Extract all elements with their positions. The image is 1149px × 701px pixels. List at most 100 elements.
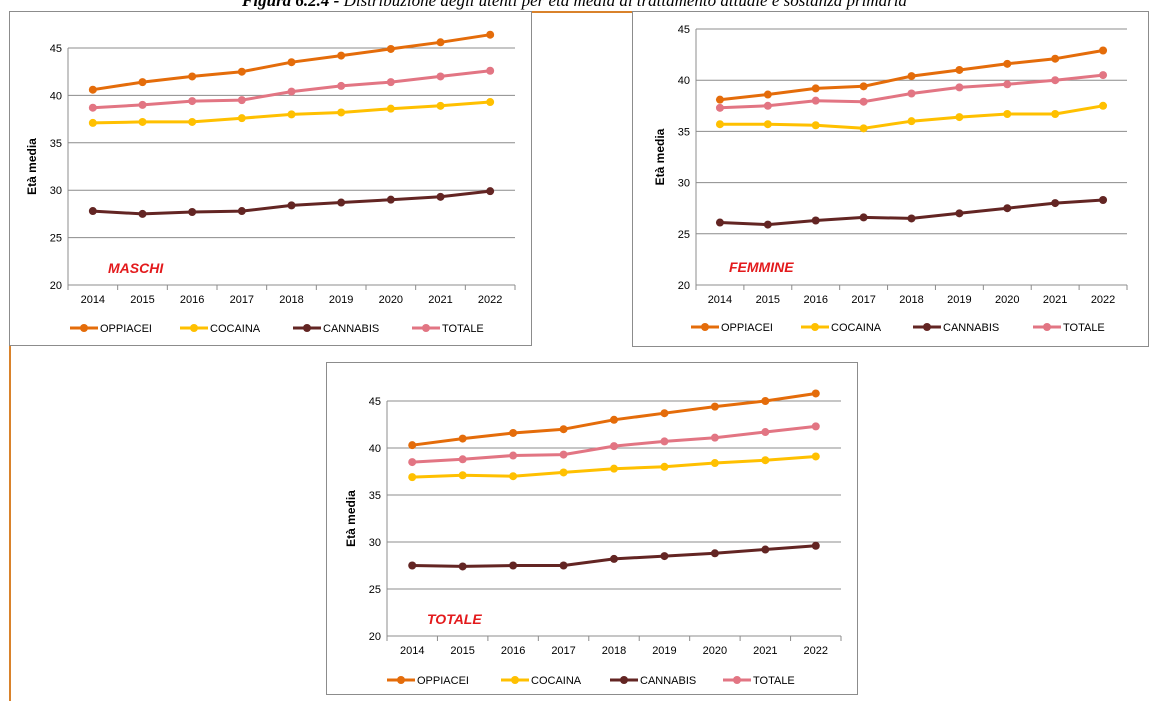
data-point-oppiacei (138, 78, 147, 87)
x-tick-label: 2015 (450, 645, 474, 657)
y-tick-label: 20 (678, 280, 690, 292)
data-point-cannabis (811, 541, 820, 550)
data-point-cannabis (337, 198, 346, 207)
data-point-oppiacei (710, 402, 719, 411)
data-point-cannabis (188, 208, 197, 217)
y-axis-label: Età media (25, 138, 39, 195)
legend-marker-oppiacei (701, 323, 709, 331)
data-point-oppiacei (88, 85, 97, 94)
data-point-oppiacei (509, 428, 518, 437)
y-tick-label: 25 (678, 229, 690, 241)
data-point-totale (509, 451, 518, 460)
data-point-cocaina (188, 117, 197, 126)
data-point-totale (763, 101, 772, 110)
data-point-cannabis (763, 220, 772, 229)
data-point-totale (907, 89, 916, 98)
x-tick-label: 2015 (756, 294, 780, 306)
data-point-cocaina (1051, 109, 1060, 118)
data-point-cocaina (559, 468, 568, 477)
x-tick-label: 2022 (1091, 294, 1115, 306)
data-point-cocaina (486, 98, 495, 107)
data-point-oppiacei (486, 30, 495, 39)
chart-femmine: 20 25 30 35 40 45 2014 2015 2016 2017 2018 2019 2020… (653, 24, 1128, 334)
data-point-cocaina (509, 472, 518, 481)
data-point-totale (486, 66, 495, 75)
data-point-oppiacei (660, 409, 669, 418)
x-tick-label: 2021 (1043, 294, 1067, 306)
y-tick-label: 30 (50, 185, 62, 197)
data-point-cocaina (763, 120, 772, 129)
data-point-oppiacei (761, 397, 770, 405)
data-point-oppiacei (386, 44, 395, 53)
chart-panel-femmine: 20 25 30 35 40 45 2014 2015 2016 2017 2018 2019 2020… (632, 11, 1149, 347)
chart-totale: 20 25 30 35 40 45 2014 2015 2016 2017 2018 2019 2020… (344, 389, 842, 687)
legend-marker-cannabis (620, 676, 628, 684)
x-tick-label: 2014 (708, 294, 732, 306)
data-point-oppiacei (408, 441, 417, 450)
legend-marker-totale (1043, 323, 1051, 331)
legend-label-cannabis: CANNABIS (943, 322, 999, 334)
data-point-totale (386, 78, 395, 87)
y-tick-label: 40 (50, 90, 62, 102)
data-point-totale (1099, 71, 1108, 80)
legend-label-cocaina: COCAINA (831, 322, 882, 334)
legend-label-totale: TOTALE (1063, 322, 1105, 334)
data-point-oppiacei (610, 415, 618, 424)
x-tick-label: 2014 (81, 294, 105, 306)
data-point-cannabis (859, 213, 868, 222)
data-point-oppiacei (1051, 54, 1060, 63)
chart-annotation: MASCHI (108, 260, 164, 276)
data-point-totale (408, 458, 417, 467)
data-point-totale (811, 96, 820, 105)
y-tick-label: 25 (369, 584, 381, 596)
y-tick-label: 35 (369, 490, 381, 502)
chart-panel-maschi: 20 25 30 35 40 45 2014 2015 2016 2017 2018 2019 2020… (9, 11, 532, 346)
data-point-cannabis (509, 561, 518, 570)
data-point-totale (1003, 80, 1012, 89)
data-point-cannabis (237, 207, 246, 216)
data-point-cannabis (386, 195, 395, 204)
y-tick-label: 45 (369, 396, 381, 408)
x-tick-label: 2022 (804, 645, 828, 657)
data-point-cocaina (955, 113, 964, 122)
x-tick-label: 2019 (947, 294, 971, 306)
legend-marker-totale (422, 324, 430, 332)
legend-label-cannabis: CANNABIS (640, 675, 696, 687)
data-point-cannabis (559, 561, 568, 570)
chart-annotation: FEMMINE (729, 259, 794, 275)
x-tick-label: 2017 (851, 294, 875, 306)
data-point-totale (188, 97, 197, 106)
legend-label-totale: TOTALE (442, 323, 484, 335)
data-point-cocaina (710, 459, 719, 468)
data-point-totale (761, 428, 770, 437)
data-point-oppiacei (955, 65, 964, 74)
x-tick-label: 2019 (329, 294, 353, 306)
data-point-cannabis (486, 187, 495, 196)
data-point-oppiacei (436, 38, 445, 47)
x-tick-label: 2021 (753, 645, 777, 657)
x-tick-label: 2022 (478, 294, 502, 306)
legend-label-cannabis: CANNABIS (323, 323, 379, 335)
y-tick-label: 20 (50, 280, 62, 292)
data-point-oppiacei (287, 58, 296, 67)
data-point-oppiacei (559, 425, 568, 434)
data-point-cocaina (386, 104, 395, 113)
y-tick-label: 35 (678, 126, 690, 138)
legend-label-oppiacei: OPPIACEI (100, 323, 152, 335)
figure-caption: Figura 6.2.4 - Distribuzione degli utent… (0, 0, 1149, 11)
data-point-cocaina (610, 464, 618, 473)
legend-label-oppiacei: OPPIACEI (417, 675, 469, 687)
data-point-oppiacei (907, 72, 916, 81)
x-tick-label: 2015 (130, 294, 154, 306)
y-tick-label: 20 (369, 631, 381, 643)
data-point-cocaina (237, 114, 246, 123)
data-point-cocaina (715, 120, 724, 129)
data-point-cocaina (660, 462, 669, 471)
data-point-cannabis (138, 209, 147, 218)
y-tick-label: 30 (678, 178, 690, 190)
chart-maschi: 20 25 30 35 40 45 2014 2015 2016 2017 2018 2019 2020… (25, 30, 516, 335)
data-point-totale (859, 97, 868, 106)
x-tick-label: 2018 (602, 645, 626, 657)
y-axis-label: Età media (653, 128, 667, 185)
data-point-totale (1051, 76, 1060, 85)
